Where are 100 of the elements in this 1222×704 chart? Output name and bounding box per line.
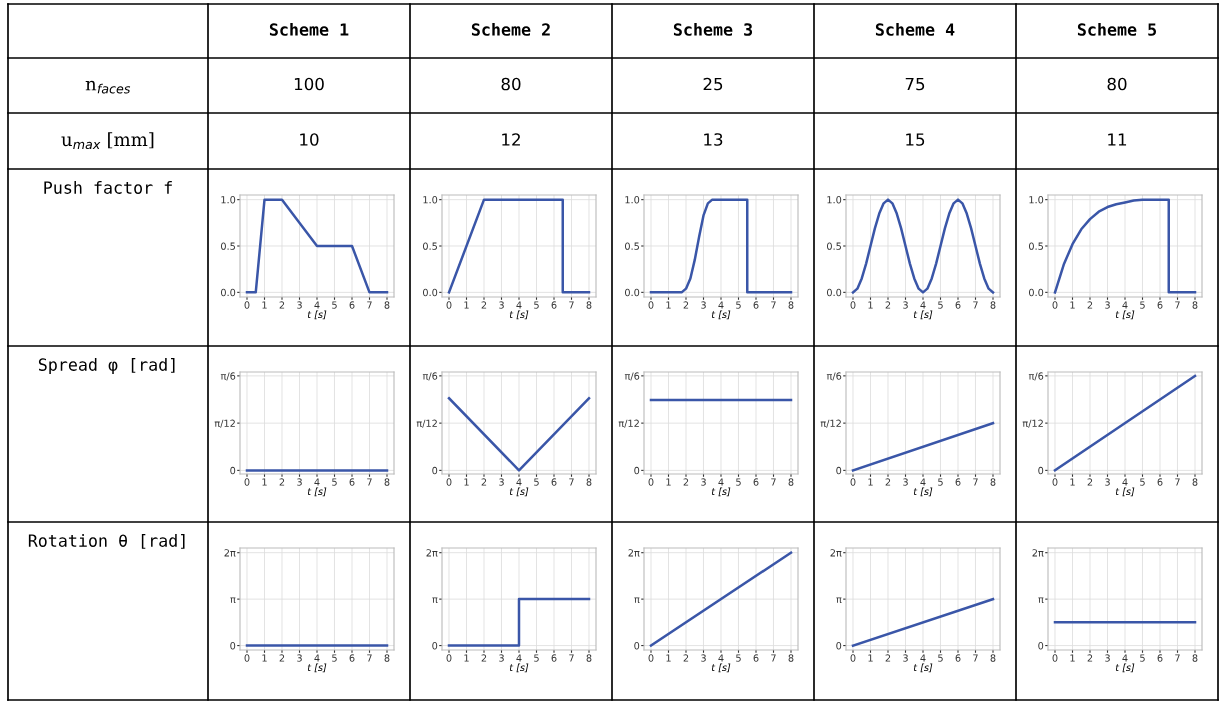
y-tick-label: 0.5 [625, 242, 639, 250]
x-tick-label: 2 [885, 654, 891, 662]
x-tick-label: 7 [367, 478, 372, 486]
x-tick-label: 0 [446, 654, 452, 662]
x-tick-label: 3 [903, 478, 908, 486]
x-tick-label: 5 [938, 478, 943, 486]
x-tick-label: 4 [314, 478, 320, 486]
x-tick-label: 5 [332, 301, 337, 309]
x-tick-label: 4 [718, 478, 724, 486]
x-tick-label: 6 [955, 478, 961, 486]
x-axis-title: t [s] [509, 310, 529, 320]
x-tick-label: 1 [868, 301, 873, 309]
text: 80 [501, 77, 521, 91]
x-tick-label: 5 [1140, 478, 1145, 486]
x-tick-label: 2 [279, 478, 285, 486]
y-tick-label: π/6 [220, 372, 236, 381]
x-tick-label: 4 [314, 654, 320, 662]
y-tick-label: π/6 [624, 372, 640, 381]
x-tick-label: 8 [1192, 654, 1198, 662]
x-tick-label: 3 [701, 301, 706, 309]
y-tick-label: π/6 [1028, 372, 1044, 381]
y-tick-label: 1.0 [827, 196, 842, 204]
x-tick-label: 7 [569, 478, 574, 486]
x-tick-label: 3 [701, 654, 706, 662]
category-label: n$_{faces}$ [85, 80, 131, 94]
x-tick-label: 1 [868, 654, 873, 662]
y-tick-label: π/12 [1022, 419, 1043, 428]
x-axis-title: t [s] [509, 487, 529, 497]
x-tick-label: 6 [1157, 478, 1163, 486]
y-tick-label: 0 [836, 642, 842, 650]
y-tick-label: 1.0 [1029, 196, 1044, 204]
x-tick-label: 7 [973, 654, 978, 662]
x-tick-label: 0 [244, 654, 250, 662]
y-tick-label: 1.0 [221, 196, 236, 204]
x-axis-title: t [s] [1115, 487, 1135, 497]
y-tick-label: 1.0 [423, 196, 438, 204]
x-tick-label: 6 [955, 654, 961, 662]
x-tick-label: 0 [244, 301, 250, 309]
x-axis-title: t [s] [1115, 663, 1135, 673]
category-label: Scheme 2 [471, 22, 550, 36]
category-label: Scheme 4 [875, 22, 955, 36]
x-tick-label: 4 [516, 478, 522, 486]
x-tick-label: 5 [736, 654, 741, 662]
x-axis-title: t [s] [711, 663, 731, 673]
x-tick-label: 1 [1070, 301, 1075, 309]
x-tick-label: 6 [349, 301, 355, 309]
x-tick-label: 7 [771, 654, 776, 662]
y-tick-label: 0.5 [423, 242, 437, 250]
x-tick-label: 2 [885, 478, 891, 486]
text: 12 [502, 133, 520, 146]
y-tick-label: π/12 [618, 419, 639, 428]
x-axis-title: t [s] [307, 487, 327, 497]
x-tick-label: 8 [384, 478, 390, 486]
y-tick-label: 0.5 [221, 242, 235, 250]
category-label: Push factor f [44, 180, 172, 194]
x-tick-label: 7 [367, 654, 372, 662]
x-tick-label: 5 [534, 301, 539, 309]
text: 11 [1108, 133, 1127, 146]
x-tick-label: 2 [481, 301, 487, 309]
x-axis-title: t [s] [913, 487, 933, 497]
y-tick-label: 0 [634, 466, 640, 475]
category-label: u$_{max}$ [mm] [61, 132, 154, 150]
x-tick-label: 3 [1105, 654, 1110, 662]
text: 80 [1107, 77, 1127, 91]
y-tick-label: π [432, 597, 438, 603]
y-tick-label: 2π [830, 549, 842, 557]
x-tick-label: 1 [464, 654, 469, 662]
text: 25 [703, 77, 723, 91]
text: 15 [906, 133, 925, 146]
x-tick-label: 7 [367, 301, 372, 309]
y-tick-label: π/6 [422, 372, 438, 381]
x-tick-label: 3 [499, 478, 504, 486]
x-tick-label: 3 [499, 301, 504, 309]
category-label: Spread φ [rad] [38, 357, 175, 375]
x-tick-label: 3 [297, 478, 302, 486]
x-tick-label: 0 [446, 301, 452, 309]
x-axis-title: t [s] [711, 487, 731, 497]
x-tick-label: 2 [481, 478, 487, 486]
text: 13 [704, 133, 723, 146]
x-tick-label: 1 [464, 478, 469, 486]
x-tick-label: 7 [1175, 654, 1180, 662]
line-series [649, 198, 793, 294]
text: 75 [905, 77, 925, 91]
x-tick-label: 8 [586, 654, 592, 662]
x-tick-label: 0 [850, 478, 856, 486]
category-label: Scheme 3 [673, 22, 753, 36]
y-tick-label: 0 [432, 642, 438, 650]
x-tick-label: 7 [771, 478, 776, 486]
x-tick-label: 6 [753, 654, 759, 662]
x-tick-label: 3 [903, 654, 908, 662]
x-tick-label: 5 [332, 654, 337, 662]
x-axis-title: t [s] [307, 663, 327, 673]
x-tick-label: 0 [850, 301, 856, 309]
line-series [851, 198, 995, 294]
y-tick-label: π/6 [826, 372, 842, 381]
x-tick-label: 8 [788, 301, 794, 309]
x-tick-label: 3 [1105, 478, 1110, 486]
x-tick-label: 6 [955, 301, 961, 309]
x-tick-label: 5 [534, 478, 539, 486]
x-tick-label: 6 [753, 301, 759, 309]
